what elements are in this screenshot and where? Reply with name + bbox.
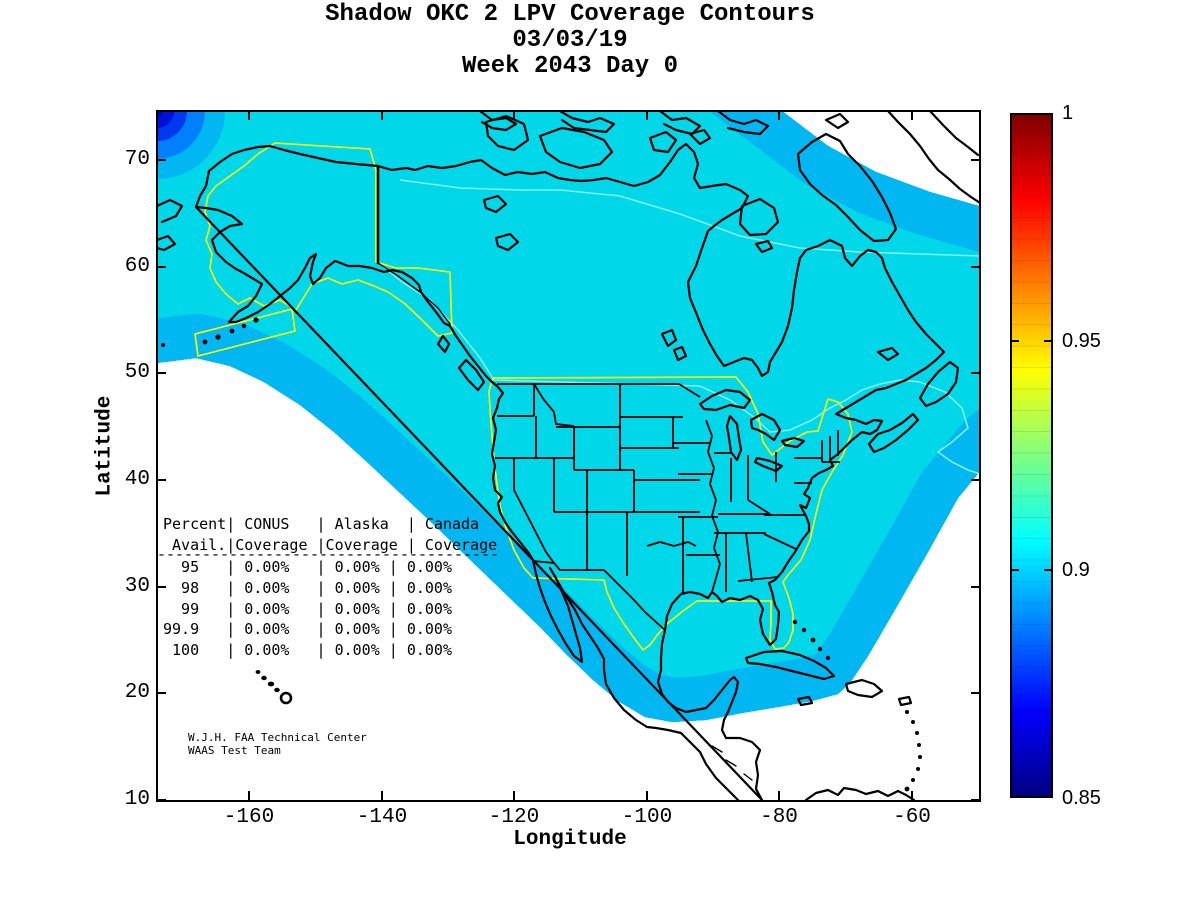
y-tick-mark [157,692,166,694]
y-tick-mark-right [971,586,980,588]
coastlines [157,111,980,801]
availability-table-rows: 95 | 0.00% | 0.00% | 0.00% 98 | 0.00% | … [163,558,452,660]
alaska-service-outline [204,142,453,337]
plot-frame [156,110,981,802]
colorbar-tick-label: 0.9 [1062,558,1090,581]
chart-subtitle-date: 03/03/19 [512,27,628,54]
colorbar-tick-mark [1044,340,1051,343]
hawaii-big-island [279,691,293,705]
x-tick-mark-top [513,111,515,120]
colorbar-tick-label: 0.85 [1062,787,1101,809]
y-tick-mark [157,479,166,481]
y-tick-mark-right [971,266,980,268]
x-tick-mark [778,791,780,800]
availability-table-separator: -------------------------------------- [157,547,500,564]
colorbar [1010,113,1053,798]
y-tick-label: 60 [124,255,150,278]
x-tick-mark [646,791,648,800]
y-tick-mark [157,159,166,161]
y-tick-mark [157,372,166,374]
attribution-text: W.J.H. FAA Technical Center WAAS Test Te… [188,731,367,757]
y-tick-mark-right [971,479,980,481]
y-tick-mark-right [971,372,980,374]
y-tick-label: 20 [124,681,150,704]
corner-contour-rings [157,111,225,179]
y-tick-label: 10 [124,788,150,811]
x-tick-mark [381,791,383,800]
chart-title-block: Shadow OKC 2 LPV Coverage Contours 03/03… [0,2,1140,80]
small-islands [161,317,922,792]
x-tick-mark-top [778,111,780,120]
x-tick-mark-top [248,111,250,120]
conus-service-outline [488,376,853,651]
y-tick-label: 40 [124,468,150,491]
x-tick-label: -120 [488,806,540,829]
colorbar-tick-label: 0.95 [1062,330,1101,353]
y-tick-mark [157,266,166,268]
x-tick-label: -80 [760,806,798,829]
availability-table-header: Percent| CONUS | Alaska | Canada Avail.|… [163,515,498,554]
x-tick-label: -100 [621,806,673,829]
aleutian-service-outline [194,308,296,357]
colorbar-tick-mark [1012,340,1019,343]
chart-subtitle-week: Week 2043 Day 0 [461,53,679,80]
x-tick-label: -160 [223,806,275,829]
y-tick-mark-right [971,692,980,694]
y-tick-label: 70 [124,148,150,171]
x-tick-label: -140 [356,806,408,829]
chart-title: Shadow OKC 2 LPV Coverage Contours [325,1,815,28]
colorbar-tick-label: 1 [1062,102,1074,124]
y-tick-label: 30 [124,575,150,598]
x-tick-label: -60 [893,806,931,829]
y-tick-mark [157,799,166,801]
colorbar-tick-mark [1012,568,1019,571]
inner-contour-lines [377,168,980,475]
x-tick-mark-top [381,111,383,120]
y-tick-mark-right [971,799,980,801]
colorbar-tick-mark [1044,568,1051,571]
x-axis-label: Longitude [513,828,627,851]
x-tick-mark-top [911,111,913,120]
cuba-coast [744,649,836,681]
x-tick-mark [248,791,250,800]
y-tick-mark [157,586,166,588]
y-tick-label: 50 [124,361,150,384]
x-tick-mark [911,791,913,800]
service-volume-outlines [194,142,853,651]
y-tick-mark-right [971,159,980,161]
x-tick-mark-top [646,111,648,120]
state-borders [495,383,840,631]
x-tick-mark [513,791,515,800]
greenland-coast [886,111,980,205]
